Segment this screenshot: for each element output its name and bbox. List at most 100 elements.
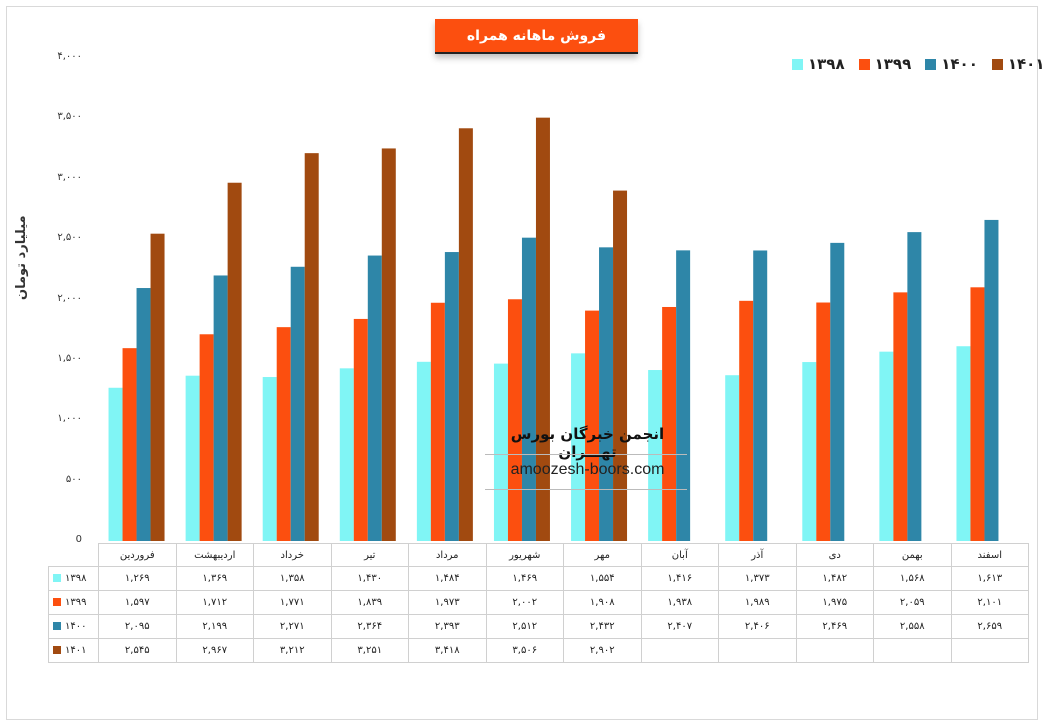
bar <box>108 387 123 541</box>
bar <box>613 190 628 541</box>
bar <box>199 334 214 541</box>
bar <box>493 363 508 541</box>
y-tick-label: ۳,۵۰۰ <box>57 111 82 123</box>
row-series-name: ۱۴۰۰ <box>65 621 87 632</box>
bar <box>136 288 151 541</box>
bar <box>430 302 445 541</box>
table-corner <box>49 544 99 567</box>
data-label: ۲,۴۶۹ <box>795 614 874 639</box>
data-label: ۲,۳۹۳ <box>408 614 487 639</box>
bar <box>276 327 291 541</box>
data-label: ۱,۹۷۳ <box>408 590 487 615</box>
data-label: ۱,۵۹۷ <box>98 590 177 615</box>
data-label: ۱,۷۷۱ <box>253 590 332 615</box>
data-label: ۲,۴۳۲ <box>563 614 642 639</box>
x-tick-label: خرداد <box>253 543 332 567</box>
y-tick-label: ۴,۰۰۰ <box>57 51 82 62</box>
row-series-name: ۱۳۹۹ <box>65 597 87 608</box>
bar <box>458 128 473 542</box>
legend-label: ۱۳۹۸ <box>808 55 845 73</box>
row-swatch <box>53 646 61 654</box>
data-label: ۳,۲۱۲ <box>253 638 332 663</box>
table-row: ۱۳۹۹ ۱,۵۹۷ ۱,۷۱۲ ۱,۷۷۱ ۱,۸۳۹ ۱,۹۷۳ ۲,۰۰۲ ۱,۹۰۸ ۱… <box>48 590 1029 615</box>
bar <box>367 255 382 541</box>
bar <box>984 219 999 541</box>
data-label: ۲,۵۵۸ <box>873 614 952 639</box>
bar <box>381 148 396 541</box>
y-tick-label: ۲,۰۰۰ <box>57 292 82 304</box>
data-label: ۱,۴۱۶ <box>640 566 719 591</box>
data-label: ۱,۴۸۲ <box>795 566 874 591</box>
legend-label: ۱۴۰۰ <box>941 55 978 73</box>
bar <box>416 361 431 541</box>
y-tick-label: 0 <box>75 534 82 545</box>
data-label: ۲,۱۰۱ <box>950 590 1029 615</box>
data-label: ۱,۶۱۳ <box>950 566 1029 591</box>
data-label: ۳,۲۵۱ <box>330 638 409 663</box>
bar <box>262 377 277 541</box>
table-row: ۱۴۰۱ ۲,۵۴۵ ۲,۹۶۷ ۳,۲۱۲ ۳,۲۵۱ ۳,۴۱۸ ۳,۵۰۶ ۲,۹۰۲ <box>48 638 1029 663</box>
legend-item: ۱۳۹۸ <box>792 55 845 73</box>
y-tick-label: ۱,۰۰۰ <box>57 413 82 425</box>
data-label: ۱,۹۷۵ <box>795 590 874 615</box>
bar <box>816 302 831 541</box>
data-label: ۲,۹۶۷ <box>175 638 254 663</box>
row-series-name: ۱۴۰۱ <box>65 645 87 656</box>
chart-title: فروش ماهانه همراه <box>435 19 638 54</box>
bar <box>648 370 663 541</box>
legend-swatch <box>858 58 870 70</box>
legend: ۱۳۹۸ ۱۳۹۹ ۱۴۰۰ ۱۴۰۱ <box>792 55 1044 73</box>
data-label: ۲,۰۹۵ <box>98 614 177 639</box>
bar <box>227 182 242 542</box>
watermark-divider-top <box>485 454 687 455</box>
data-label: ۱,۴۳۰ <box>330 566 409 591</box>
data-label: ۲,۳۶۴ <box>330 614 409 639</box>
legend-swatch <box>925 58 937 70</box>
bar <box>213 275 228 541</box>
bar <box>122 348 137 541</box>
data-label: ۱,۸۳۹ <box>330 590 409 615</box>
data-label: ۱,۹۸۹ <box>718 590 797 615</box>
data-label: ۲,۴۰۶ <box>718 614 797 639</box>
x-tick-label: فروردین <box>98 543 177 567</box>
row-header: ۱۴۰۰ <box>48 614 99 639</box>
data-label: ۳,۵۰۶ <box>485 638 564 663</box>
y-tick-label: ۵۰۰ <box>65 473 82 485</box>
data-label: ۱,۴۸۴ <box>408 566 487 591</box>
data-label: ۱,۹۳۸ <box>640 590 719 615</box>
data-label: ۱,۹۰۸ <box>563 590 642 615</box>
y-tick-label: ۱,۵۰۰ <box>57 352 82 364</box>
bar <box>662 306 677 541</box>
data-label: ۲,۲۷۱ <box>253 614 332 639</box>
row-swatch <box>53 598 61 606</box>
y-tick-label: ۲,۵۰۰ <box>57 232 82 244</box>
data-label: ۱,۲۶۹ <box>98 566 177 591</box>
x-tick-label: مرداد <box>408 543 487 567</box>
x-tick-label: مهر <box>563 543 642 567</box>
bar <box>830 242 845 541</box>
row-swatch <box>53 622 61 630</box>
watermark-title: انجمن خبرگان بورس تهـــران <box>510 425 665 461</box>
watermark-divider-bottom <box>485 489 687 490</box>
bar <box>535 117 550 541</box>
row-header: ۱۳۹۸ <box>48 566 99 591</box>
x-tick-label: آذر <box>718 543 797 567</box>
row-swatch <box>53 574 61 582</box>
data-label: ۲,۰۵۹ <box>873 590 952 615</box>
data-label: ۱,۳۵۸ <box>253 566 332 591</box>
data-label: ۱,۵۶۸ <box>873 566 952 591</box>
data-label <box>795 638 874 663</box>
data-label: ۱,۷۱۲ <box>175 590 254 615</box>
data-label: ۲,۰۰۲ <box>485 590 564 615</box>
x-tick-label: اردیبهشت <box>175 543 254 567</box>
legend-swatch <box>792 58 803 70</box>
data-label <box>640 638 719 663</box>
bar <box>599 247 614 541</box>
table-row: ۱۳۹۸ ۱,۲۶۹ ۱,۳۶۹ ۱,۳۵۸ ۱,۴۳۰ ۱,۴۸۴ ۱,۴۶۹ ۱,۵۵۴ ۱… <box>48 566 1029 591</box>
data-label: ۱,۴۶۹ <box>485 566 564 591</box>
bar <box>753 250 768 541</box>
bar <box>571 353 586 541</box>
row-series-name: ۱۳۹۸ <box>65 573 87 584</box>
legend-label: ۱۳۹۹ <box>874 55 912 73</box>
bar <box>339 368 354 541</box>
